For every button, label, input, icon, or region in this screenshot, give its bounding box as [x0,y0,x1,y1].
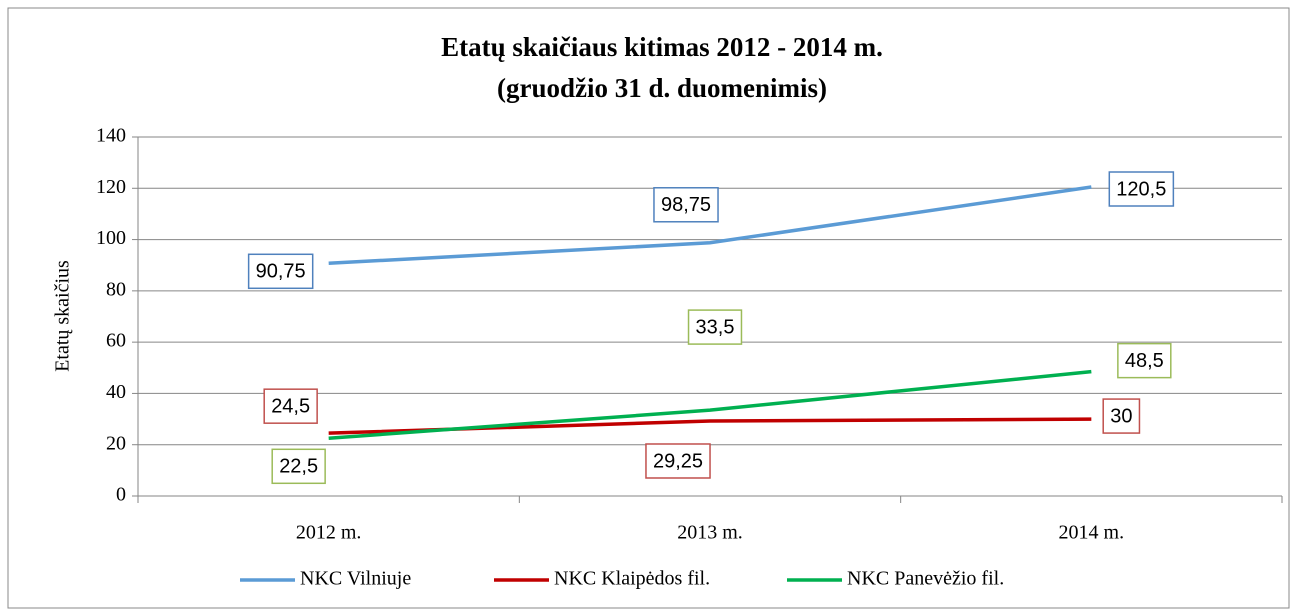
y-tick-label: 60 [106,330,126,352]
data-label-box [1102,398,1141,434]
legend-label: NKC Panevėžio fil. [847,568,1004,590]
chart-subtitle: (gruodžio 31 d. duomenimis) [497,73,827,103]
y-tick-label: 140 [96,125,126,147]
line [328,369,1092,441]
data-label-box [687,309,743,345]
line [328,185,1092,266]
data-label: 33,5 [696,316,735,338]
data-label: 29,25 [653,450,703,472]
data-label-box [645,443,711,479]
data-label-box [1108,171,1175,207]
chart-title: Etatų skaičiaus kitimas 2012 - 2014 m. [441,32,883,62]
x-tick-label: 2013 m. [677,522,743,544]
legend-label: NKC Klaipėdos fil. [554,568,710,590]
y-tick-label: 120 [96,176,126,198]
data-label: 48,5 [1125,350,1164,372]
data-label-box [653,187,719,223]
data-label-box [247,253,314,290]
y-axis-label: Etatų skaičius [52,260,74,372]
y-tick-label: 100 [96,227,126,249]
x-tick-label: 2014 m. [1059,522,1125,544]
data-label-box [263,388,318,424]
x-tick-label: 2012 m. [296,522,362,544]
data-label-box [271,448,326,485]
data-label: 98,75 [661,194,711,216]
y-tick-label: 40 [106,381,126,403]
data-label: 120,5 [1116,178,1166,200]
data-label: 22,5 [279,456,318,478]
data-label-box [1117,342,1172,379]
data-label: 30 [1110,405,1132,427]
data-label: 90,75 [256,261,306,283]
y-tick-label: 80 [106,278,126,300]
legend-label: NKC Vilniuje [300,568,411,590]
chart-border [7,7,1290,609]
y-tick-label: 0 [116,484,126,506]
data-label: 24,5 [271,395,310,417]
y-tick-label: 20 [106,432,126,454]
